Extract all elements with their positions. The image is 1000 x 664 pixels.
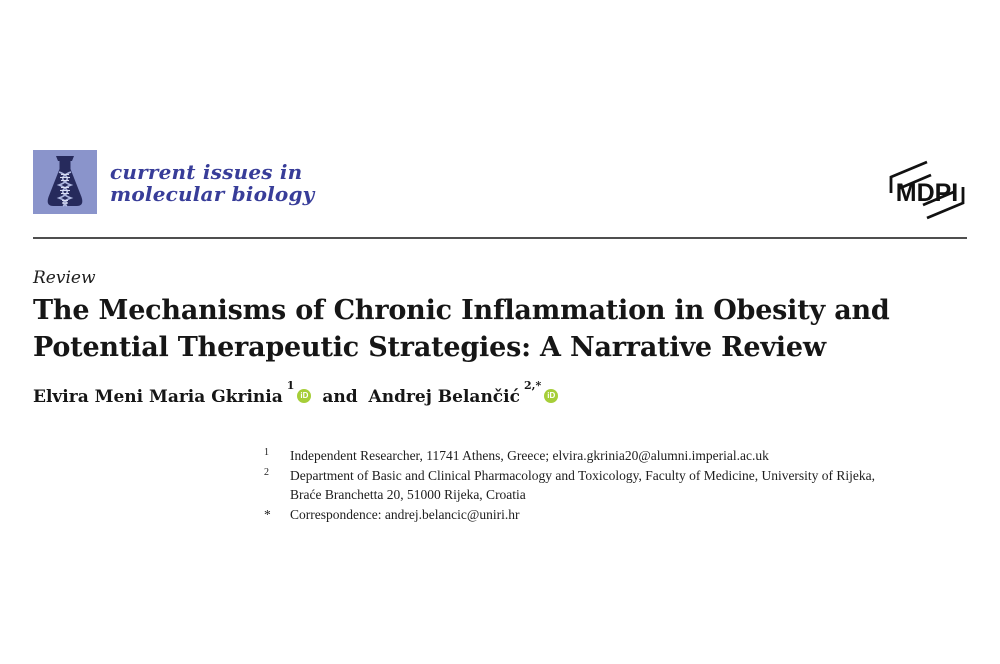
affiliation-2-line2: Braće Branchetta 20, 51000 Rijeka, Croat… — [290, 487, 526, 503]
journal-name: current issues in molecular biology — [110, 161, 314, 205]
author-line: Elvira Meni Maria Gkrinia1 and Andrej Be… — [33, 379, 559, 407]
flask-dna-icon — [33, 150, 97, 214]
correspondence-label: Correspondence: — [290, 506, 385, 522]
author-1-name: Elvira Meni Maria Gkrinia — [33, 386, 283, 407]
correspondence-marker: * — [264, 506, 271, 522]
email-link[interactable]: andrej.belancic@uniri.hr — [384, 506, 520, 522]
affiliation-1-marker: 1 — [264, 447, 269, 458]
article-title: The Mechanisms of Chronic Inflammation i… — [33, 292, 967, 366]
article-title-line2: Potential Therapeutic Strategies: A Narr… — [33, 332, 826, 363]
email-link[interactable]: elvira.gkrinia20@alumni.imperial.ac.uk — [552, 448, 769, 463]
article-type-label: Review — [33, 268, 96, 288]
mdpi-wordmark: MDPI — [896, 179, 959, 207]
author-1: Elvira Meni Maria Gkrinia1 — [33, 379, 312, 407]
affiliations-block: 1 Independent Researcher, 11741 Athens, … — [264, 446, 964, 524]
affiliation-1-text: Independent Researcher, 11741 Athens, Gr… — [290, 446, 964, 466]
author-2: Andrej Belančić2,* — [368, 379, 559, 407]
mdpi-open-hexagon-icon: MDPI — [889, 160, 965, 220]
journal-name-line1: current issues in — [110, 160, 303, 184]
header-divider — [33, 237, 967, 239]
author-2-affiliation-sup: 2,* — [523, 379, 542, 392]
affiliation-1-address: Independent Researcher, 11741 Athens, Gr… — [290, 448, 553, 463]
journal-logo[interactable] — [33, 150, 97, 214]
author-2-name: Andrej Belančić — [368, 386, 520, 407]
affiliation-1: 1 Independent Researcher, 11741 Athens, … — [264, 446, 964, 466]
author-1-affiliation-sup: 1 — [286, 379, 295, 392]
correspondence: * Correspondence: andrej.belancic@uniri.… — [264, 505, 964, 525]
affiliation-2-text: Department of Basic and Clinical Pharmac… — [290, 466, 964, 505]
authors-joiner: and — [322, 386, 358, 407]
mdpi-logo[interactable]: MDPI — [884, 160, 970, 220]
orcid-icon[interactable] — [297, 388, 312, 403]
affiliation-2-line1: Department of Basic and Clinical Pharmac… — [290, 467, 876, 483]
affiliation-2-marker: 2 — [264, 466, 269, 478]
correspondence-text: Correspondence: andrej.belancic@uniri.hr — [290, 505, 964, 525]
affiliation-2: 2 Department of Basic and Clinical Pharm… — [264, 466, 964, 505]
orcid-icon[interactable] — [544, 388, 559, 403]
journal-name-line2: molecular biology — [110, 182, 315, 206]
article-title-line1: The Mechanisms of Chronic Inflammation i… — [33, 295, 890, 326]
